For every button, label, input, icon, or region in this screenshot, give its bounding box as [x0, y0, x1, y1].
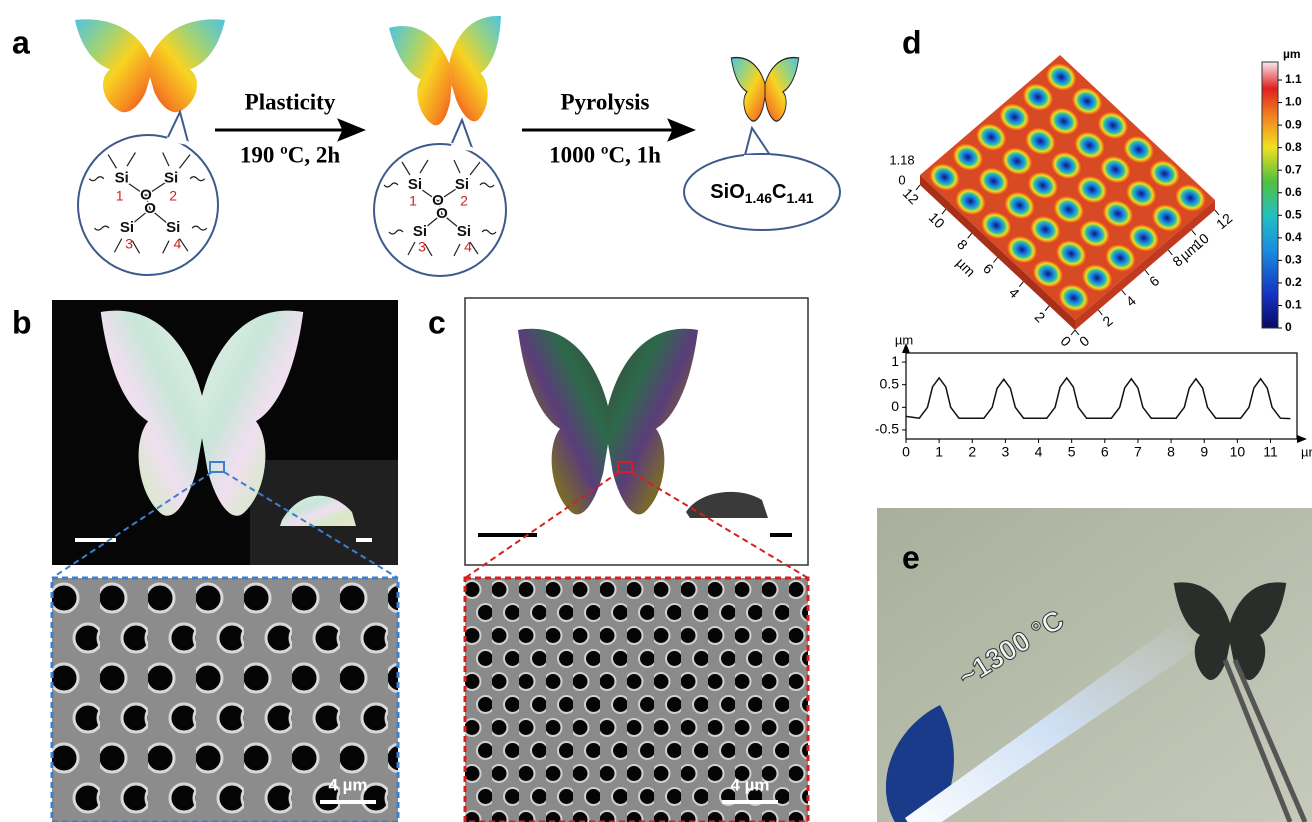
atom-si: Si: [164, 170, 178, 187]
formula-part: SiO: [710, 181, 744, 203]
colorbar-label: 0.9: [1285, 117, 1302, 131]
x-tick-label: 0: [1076, 332, 1092, 349]
panel-label: a: [12, 24, 30, 60]
atom-number: 1: [409, 193, 417, 209]
plot-frame: [906, 353, 1297, 439]
butterfly: [75, 19, 225, 112]
formula-part: 1.41: [786, 190, 813, 206]
x-tick-label: 6: [1101, 444, 1109, 460]
x-tick-label: 3: [1002, 444, 1010, 460]
x-tick-label: 4: [1035, 444, 1043, 460]
formula-part: 1.46: [745, 190, 772, 206]
x-axis-label: µm: [1301, 444, 1312, 459]
y-tick-label: 4: [1006, 284, 1023, 301]
atom-number: 4: [464, 239, 472, 255]
atom-o: O: [144, 200, 156, 217]
y-axis-label: µm: [895, 332, 913, 347]
atom-number: 2: [169, 187, 177, 203]
x-tick-label: 7: [1134, 444, 1142, 460]
y-tick-label: 10: [926, 209, 948, 231]
butterfly: [389, 15, 512, 129]
y-tick-label: 6: [980, 260, 997, 277]
colorbar-label: 1.1: [1285, 72, 1302, 86]
colorbar-label: 0.4: [1285, 230, 1302, 244]
colorbar-label: 0.7: [1285, 162, 1302, 176]
x-tick-label: 2: [968, 444, 976, 460]
colorbar-unit: µm: [1283, 47, 1301, 61]
butterfly: [731, 58, 799, 122]
atom-number: 3: [125, 236, 133, 252]
panel-label: b: [12, 304, 32, 340]
axis-arrow: [1297, 435, 1307, 443]
y-tick-label: 0: [891, 398, 899, 414]
panel-label: d: [902, 24, 922, 60]
atom-number: 3: [418, 239, 426, 255]
atom-si: Si: [457, 223, 471, 240]
arrows: [215, 121, 692, 139]
x-tick-label: 10: [1230, 444, 1246, 460]
x-tick-label: 9: [1200, 444, 1208, 460]
x-tick-label: 12: [1213, 210, 1235, 232]
scale-label: 4 µm: [328, 775, 367, 794]
x-tick-label: 6: [1146, 272, 1162, 289]
y-tick-label: 8: [954, 236, 971, 253]
y-tick-label: 0.5: [880, 375, 900, 391]
x-tick-label: 5: [1068, 444, 1076, 460]
atom-si: Si: [120, 219, 134, 236]
panel-label: e: [902, 539, 920, 575]
atom-number: 2: [460, 193, 468, 209]
z-label: 0: [898, 172, 905, 187]
colorbar: [1262, 62, 1278, 328]
profile-line: [906, 378, 1290, 419]
colorbar-label: 0.5: [1285, 207, 1302, 221]
colorbar-label: 0.1: [1285, 298, 1302, 312]
z-label: 1.18: [889, 152, 914, 167]
x-tick-label: 4: [1123, 292, 1139, 309]
atom-si: Si: [115, 170, 129, 187]
scale-label: 4 µm: [730, 775, 769, 794]
axis-unit: µm: [953, 254, 978, 279]
colorbar-label: 0.8: [1285, 140, 1302, 154]
colorbar-label: 0.6: [1285, 185, 1302, 199]
x-tick-label: 8: [1167, 444, 1175, 460]
panel-label: c: [428, 304, 446, 340]
step-condition: 190 ºC, 2h: [240, 142, 340, 167]
colorbar-label: 0: [1285, 320, 1292, 334]
atom-number: 1: [116, 187, 124, 203]
y-tick-label: 2: [1032, 309, 1049, 326]
atom-o: O: [436, 205, 448, 222]
y-tick-label: 0: [1058, 333, 1075, 350]
y-tick-label: -0.5: [875, 421, 899, 437]
step-name: Pyrolysis: [560, 89, 649, 114]
x-tick-label: 2: [1099, 312, 1115, 329]
atom-si: Si: [408, 176, 422, 193]
x-tick-label: 11: [1263, 444, 1278, 460]
atom-number: 4: [174, 236, 182, 252]
x-tick-label: 1: [935, 444, 943, 460]
formula-part: C: [772, 181, 786, 203]
figure: a b c d e Plasticity 190 ºC, 2h Pyrolysis 1000 º…: [0, 0, 1312, 822]
y-tick-label: 1: [891, 353, 899, 369]
colorbar-label: 1.0: [1285, 95, 1302, 109]
colorbar-label: 0.2: [1285, 275, 1302, 289]
surface-3d: [920, 55, 1215, 320]
colorbar-label: 0.3: [1285, 253, 1302, 267]
step-condition: 1000 ºC, 1h: [549, 142, 661, 167]
step-name: Plasticity: [245, 89, 336, 114]
x-tick-label: 0: [902, 444, 910, 460]
atom-si: Si: [166, 219, 180, 236]
y-tick-label: 12: [900, 185, 922, 207]
atom-si: Si: [455, 176, 469, 193]
atom-si: Si: [413, 223, 427, 240]
